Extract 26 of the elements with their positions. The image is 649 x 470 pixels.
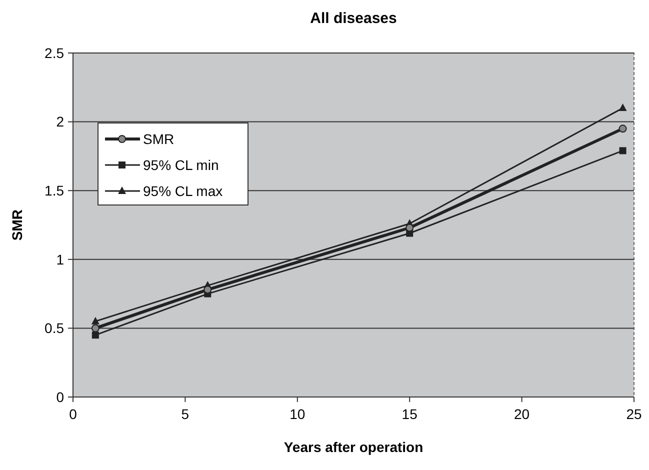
- y-axis-title: SMR: [9, 209, 25, 241]
- point: [618, 124, 627, 133]
- x-axis-title: Years after operation: [284, 439, 424, 455]
- y-tick-label: 0.5: [44, 320, 64, 336]
- x-tick-label: 5: [181, 406, 190, 422]
- y-tick-label: 1.5: [44, 182, 64, 198]
- x-tick-label: 15: [402, 406, 418, 422]
- x-tick-label: 0: [69, 406, 78, 422]
- y-tick-label: 2.5: [44, 44, 64, 61]
- y-tick-label: 0: [56, 388, 64, 405]
- point: [91, 316, 100, 324]
- x-tick-label: 20: [514, 406, 530, 422]
- legend-label: SMR: [143, 130, 174, 147]
- y-tick-label: 1: [56, 251, 64, 268]
- point: [91, 324, 100, 332]
- x-tick-label: 10: [290, 406, 306, 422]
- legend-label: 95% CL max: [143, 182, 223, 199]
- chart-title: All diseases: [310, 10, 397, 27]
- point: [619, 147, 626, 154]
- x-tick-label: 25: [626, 406, 642, 422]
- point: [618, 104, 627, 112]
- point: [204, 286, 212, 294]
- point: [92, 332, 99, 339]
- y-tick-label: 2: [56, 114, 64, 130]
- point: [406, 224, 414, 232]
- legend-label: 95% CL min: [143, 156, 219, 173]
